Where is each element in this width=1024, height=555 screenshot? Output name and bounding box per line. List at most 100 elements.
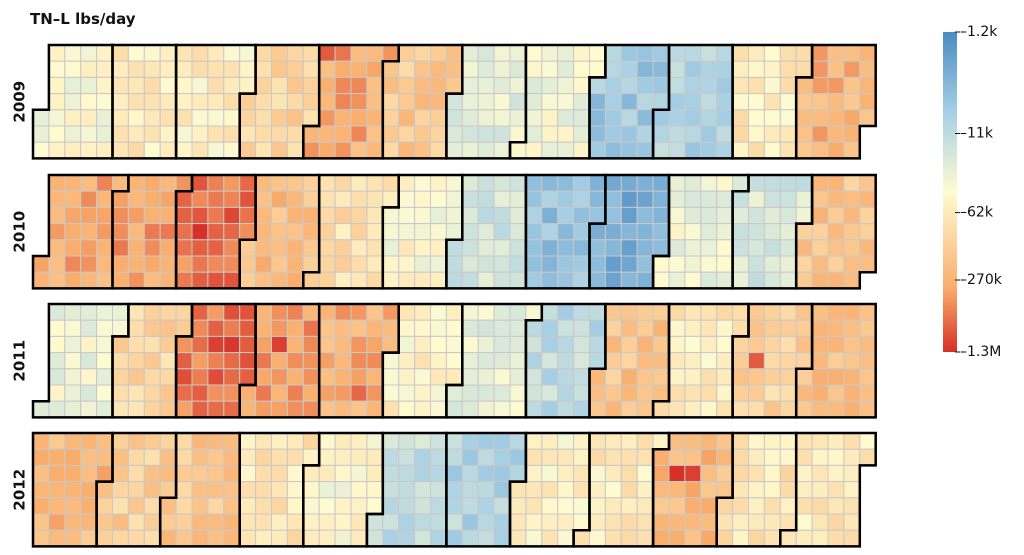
day-cell [334,255,352,273]
day-cell [589,206,606,225]
day-cell [811,141,829,159]
month-outlines-2011 [31,302,877,419]
day-cell [255,481,273,499]
day-cell [127,239,145,257]
day-cell [509,464,527,483]
day-cell [859,223,877,241]
day-cell [636,239,654,257]
day-cell [271,481,288,499]
day-cell [350,239,368,257]
day-cell [48,206,66,225]
day-cell [271,239,288,257]
day-cell [573,384,590,402]
day-cell [207,432,225,450]
day-cell [525,255,543,273]
day-cell [795,60,813,78]
day-cell [573,271,590,289]
day-cell [382,384,400,402]
day-cell [223,481,241,499]
day-cell [684,513,702,531]
day-cell [445,93,463,111]
day-cell [700,109,718,127]
day-cell [620,44,638,62]
day-cell [684,190,702,208]
day-cell [573,335,590,354]
day-cell [318,44,336,62]
day-cell [493,174,511,192]
day-cell [334,271,352,289]
day-cell [366,448,384,466]
day-cell [477,497,495,515]
day-cell [859,432,877,450]
day-cell [732,223,749,241]
day-cell [430,319,447,337]
day-cell [398,464,416,483]
day-cell [748,174,765,192]
day-cell [700,271,718,289]
day-cell [239,464,257,483]
day-cell [827,400,845,418]
day-cell [477,464,495,483]
day-cell [700,141,718,159]
day-cell [557,513,575,531]
day-cell [525,239,543,257]
day-cell [859,76,877,95]
day-cell [827,125,845,143]
year-label: 2011 [11,340,29,382]
day-cell [573,448,590,466]
day-cell [334,529,352,547]
day-cell [445,513,463,531]
day-cell [604,255,622,273]
day-cell [668,109,686,127]
day-cell [620,271,638,289]
day-cell [64,400,82,418]
day-cell [366,335,384,354]
day-cell [286,206,304,225]
day-cell [620,400,638,418]
day-cell [716,125,734,143]
day-cell [668,76,686,95]
day-cell [668,271,686,289]
day-cell [159,384,177,402]
day-cell [509,93,527,111]
day-cell [223,448,241,466]
day-cell [175,497,193,515]
day-cell [127,464,145,483]
day-cell [255,529,273,547]
day-cell [64,239,82,257]
day-cell [779,239,797,257]
day-cell [573,109,590,127]
day-cell [636,76,654,95]
day-cell [302,319,320,337]
day-cell [350,432,368,450]
day-cell [286,125,304,143]
day-cell [64,271,82,289]
day-cell [636,481,654,499]
day-cell [573,368,590,386]
day-cell [175,271,193,289]
day-cell [589,44,606,62]
day-cell [207,513,225,531]
day-cell [318,141,336,159]
day-cell [271,335,288,354]
day-cell [48,368,66,386]
day-cell [668,448,686,466]
day-cell [414,497,432,515]
day-cell [445,319,463,337]
day-cell [573,319,590,337]
day-cell [811,109,829,127]
day-cell [239,206,257,225]
day-cell [748,400,765,418]
day-cell [589,400,606,418]
day-cell [859,109,877,127]
day-cell [255,497,273,515]
day-cell [143,190,161,208]
day-cell [112,255,129,273]
day-cell [302,190,320,208]
day-cell [414,223,432,241]
day-cell [811,76,829,95]
day-cell [811,190,829,208]
day-cell [350,400,368,418]
day-cell [461,368,479,386]
day-cell [414,481,432,499]
